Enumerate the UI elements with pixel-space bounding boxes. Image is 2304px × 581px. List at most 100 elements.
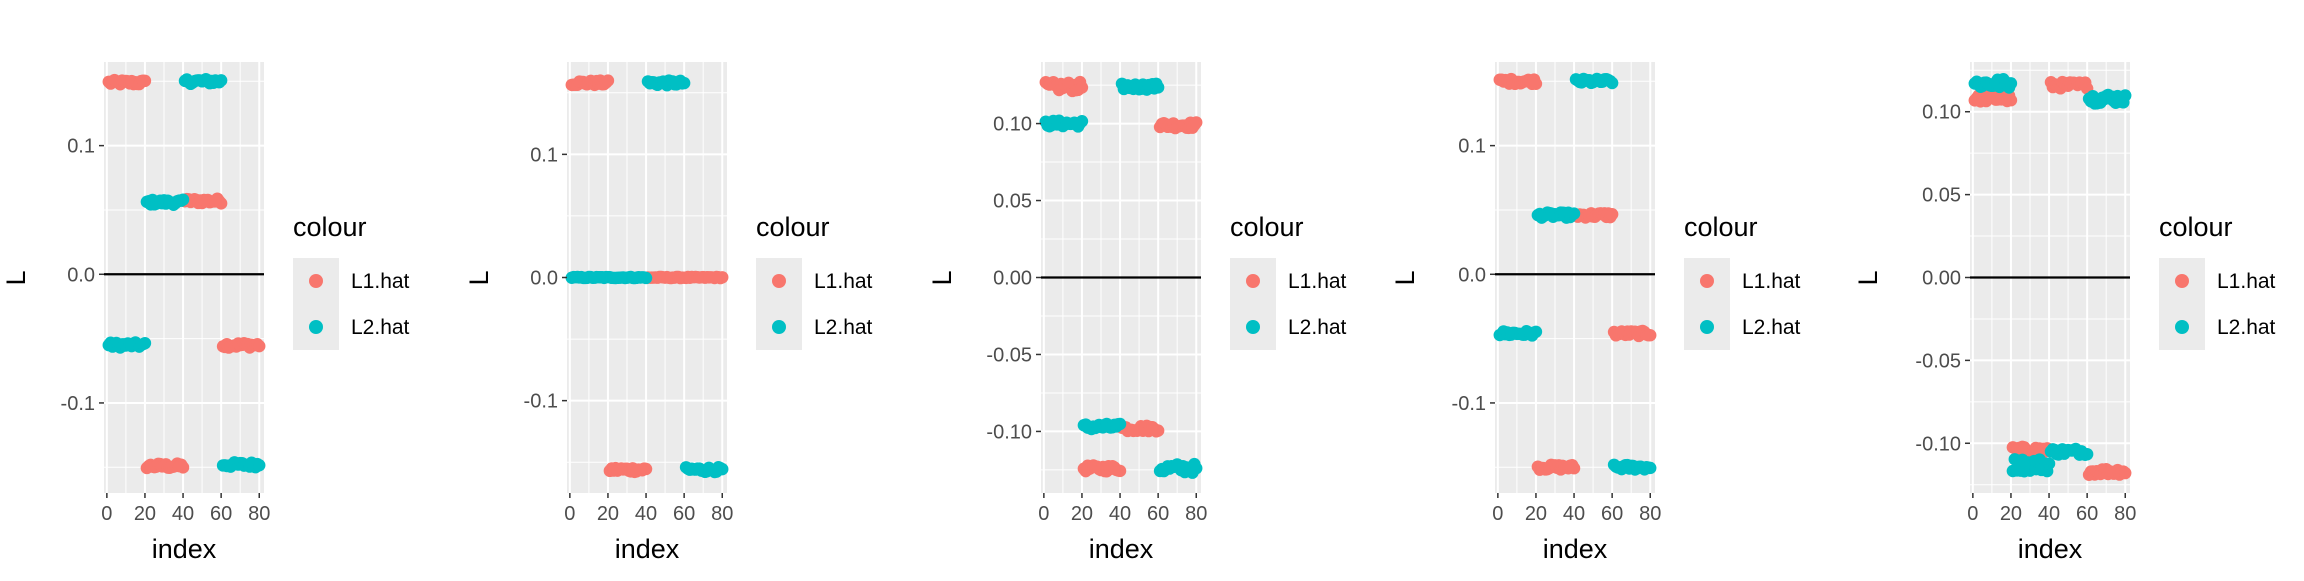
y-tick-label: -0.10 bbox=[1915, 433, 1961, 455]
legend-label: L1.hat bbox=[814, 270, 873, 293]
y-axis-title: L bbox=[1, 270, 31, 285]
legend-label: L1.hat bbox=[351, 270, 410, 293]
legend-key-point bbox=[1246, 320, 1260, 334]
legend-label: L2.hat bbox=[814, 316, 873, 339]
x-tick-label: 0 bbox=[564, 503, 575, 525]
y-tick-label: 0.05 bbox=[993, 191, 1032, 213]
series-L2.hat bbox=[1968, 73, 2132, 478]
series-L2.hat bbox=[565, 74, 729, 479]
legend-label: L2.hat bbox=[1742, 316, 1801, 339]
y-tick-label: 0.0 bbox=[1458, 264, 1486, 286]
data-point bbox=[2004, 94, 2018, 107]
y-tick-label: 0.1 bbox=[530, 144, 558, 166]
legend-label: L2.hat bbox=[1288, 316, 1347, 339]
data-point bbox=[1605, 208, 1619, 221]
y-tick-label: -0.1 bbox=[61, 393, 95, 415]
data-point bbox=[1529, 77, 1543, 90]
y-tick-label: 0.0 bbox=[530, 268, 558, 290]
x-axis-title: index bbox=[615, 534, 680, 564]
x-tick-label: 40 bbox=[635, 503, 657, 525]
data-point bbox=[1075, 81, 1089, 94]
y-tick-label: 0.1 bbox=[67, 136, 95, 158]
legend-title: colour bbox=[1684, 212, 1758, 242]
data-point bbox=[677, 76, 691, 90]
y-tick-label: 0.0 bbox=[67, 264, 95, 286]
x-tick-label: 0 bbox=[1967, 503, 1978, 525]
data-point bbox=[1113, 464, 1127, 478]
y-tick-label: 0.1 bbox=[1458, 136, 1486, 158]
legend-key-point bbox=[309, 274, 323, 288]
data-point bbox=[601, 74, 615, 87]
x-tick-label: 20 bbox=[2000, 503, 2022, 525]
data-point bbox=[1190, 116, 1203, 129]
y-tick-label: -0.10 bbox=[986, 421, 1032, 443]
data-point bbox=[2119, 89, 2132, 102]
data-point bbox=[138, 336, 152, 350]
y-tick-label: 0.00 bbox=[1922, 268, 1961, 290]
data-point bbox=[1529, 325, 1543, 338]
x-axis-title: index bbox=[152, 534, 217, 564]
data-point bbox=[1567, 207, 1581, 220]
data-point bbox=[716, 462, 729, 476]
chart-panel-5: 0.10 0.05 0.00 -0.05 -0.10 0 20 40 60 80 index Lcol… bbox=[1853, 62, 2276, 564]
x-tick-label: 40 bbox=[1563, 503, 1585, 525]
x-axis-title: index bbox=[2018, 534, 2083, 564]
x-tick-label: 0 bbox=[1038, 503, 1049, 525]
series-L1.hat bbox=[565, 74, 729, 479]
x-axis-title: index bbox=[1543, 534, 1608, 564]
legend-key-point bbox=[1246, 274, 1260, 288]
legend-label: L1.hat bbox=[1742, 270, 1801, 293]
y-axis-title: L bbox=[464, 270, 494, 285]
legend-key-point bbox=[772, 320, 786, 334]
y-tick-label: -0.1 bbox=[1452, 393, 1486, 415]
legend: colour L1.hat L2.hat bbox=[756, 212, 873, 350]
series-L1.hat bbox=[1493, 72, 1657, 476]
y-tick-label: 0.10 bbox=[993, 114, 1032, 136]
y-tick-label: 0.00 bbox=[993, 268, 1032, 290]
legend-key-point bbox=[1700, 320, 1714, 334]
legend-key-point bbox=[2175, 320, 2189, 334]
x-tick-label: 60 bbox=[673, 503, 695, 525]
data-point bbox=[639, 271, 653, 285]
legend-key-point bbox=[1700, 274, 1714, 288]
legend-title: colour bbox=[293, 212, 367, 242]
legend-title: colour bbox=[2159, 212, 2233, 242]
data-point bbox=[2080, 447, 2094, 461]
x-tick-label: 80 bbox=[1185, 503, 1207, 525]
legend-label: L1.hat bbox=[2217, 270, 2276, 293]
x-tick-label: 20 bbox=[1071, 503, 1093, 525]
x-tick-label: 60 bbox=[1601, 503, 1623, 525]
x-tick-label: 20 bbox=[597, 503, 619, 525]
x-tick-label: 80 bbox=[248, 503, 270, 525]
y-tick-label: -0.05 bbox=[986, 344, 1032, 366]
data-point bbox=[1113, 417, 1127, 431]
y-tick-label: 0.10 bbox=[1922, 102, 1961, 124]
data-point bbox=[1644, 461, 1657, 475]
data-point bbox=[716, 271, 729, 284]
x-tick-label: 40 bbox=[172, 503, 194, 525]
legend-label: L2.hat bbox=[351, 316, 410, 339]
data-point bbox=[253, 339, 266, 353]
legend-key-point bbox=[309, 320, 323, 334]
x-tick-label: 0 bbox=[101, 503, 112, 525]
series-L1.hat bbox=[102, 73, 266, 475]
series-L1.hat bbox=[1039, 75, 1203, 478]
x-tick-label: 20 bbox=[1525, 503, 1547, 525]
legend-label: L1.hat bbox=[1288, 270, 1347, 293]
x-tick-label: 0 bbox=[1492, 503, 1503, 525]
data-point bbox=[176, 461, 190, 474]
x-tick-label: 80 bbox=[1639, 503, 1661, 525]
x-tick-label: 80 bbox=[2114, 503, 2136, 525]
legend-title: colour bbox=[1230, 212, 1304, 242]
data-point bbox=[1151, 424, 1165, 437]
legend: colour L1.hat L2.hat bbox=[1230, 212, 1347, 350]
x-tick-label: 60 bbox=[1147, 503, 1169, 525]
data-point bbox=[1075, 115, 1089, 128]
y-tick-label: 0.05 bbox=[1922, 185, 1961, 207]
data-point bbox=[1151, 81, 1165, 94]
legend: colour L1.hat L2.hat bbox=[293, 212, 410, 350]
x-tick-label: 60 bbox=[210, 503, 232, 525]
